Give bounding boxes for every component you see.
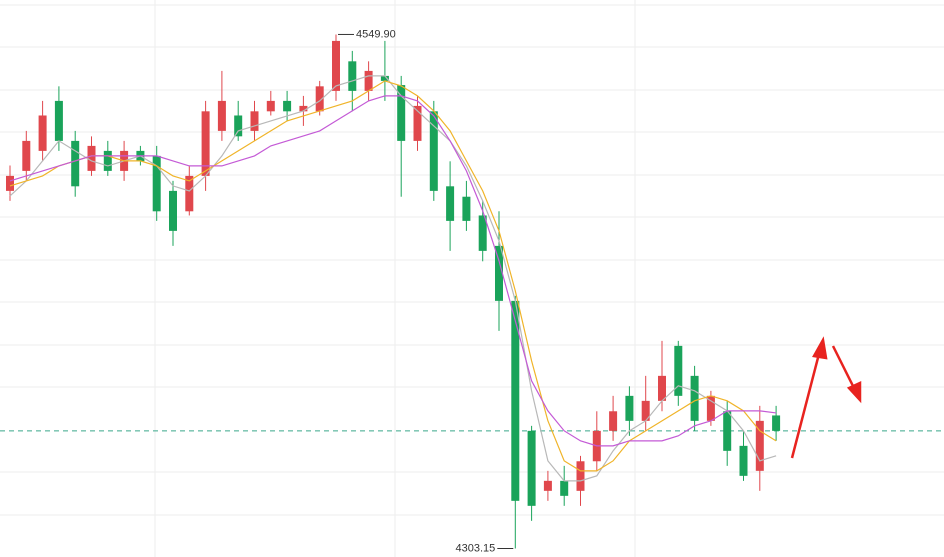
candle-body: [332, 40, 340, 91]
candle-body: [103, 150, 112, 171]
candle-body: [315, 86, 324, 112]
candle-body: [413, 105, 422, 141]
candle-body: [283, 100, 292, 112]
candle-body: [527, 430, 536, 506]
candle-body: [299, 105, 308, 112]
candle-body: [71, 140, 80, 187]
candle-body: [772, 415, 781, 431]
candle-body: [690, 375, 699, 421]
annotation-arrows: [790, 336, 862, 459]
candle-body: [22, 140, 31, 171]
candle-body: [560, 480, 569, 496]
candle-body: [54, 100, 63, 141]
candle-body: [217, 100, 226, 131]
candle-body: [706, 395, 715, 421]
candle-body: [38, 115, 47, 151]
candle-body: [641, 400, 650, 421]
candle-body: [723, 411, 732, 451]
low-label: 4303.15: [456, 542, 496, 554]
candle-body: [495, 245, 503, 301]
candle-body: [755, 420, 764, 471]
candle-body: [543, 480, 552, 491]
candle-body: [6, 175, 14, 191]
candle-body: [511, 300, 520, 501]
candle-body: [250, 111, 259, 131]
candle-body: [429, 111, 438, 191]
candle-body: [87, 145, 96, 171]
candle-body: [152, 155, 161, 212]
candle-body: [739, 445, 748, 476]
candle-body: [266, 100, 275, 112]
candle-body: [625, 395, 634, 421]
moving-average-line: [9, 95, 777, 447]
candle-body: [576, 461, 585, 491]
candle-body: [397, 85, 406, 141]
moving-average-line: [9, 80, 777, 472]
moving-average-line: [9, 75, 777, 482]
high-label: 4549.90: [356, 28, 396, 40]
candle-body: [609, 411, 618, 431]
candle-body: [674, 345, 683, 396]
candle-body: [658, 375, 666, 401]
candle-body: [234, 115, 243, 137]
candle-body: [364, 70, 373, 91]
candle-body: [169, 190, 177, 231]
candle-body: [380, 75, 389, 81]
candle-body: [201, 111, 210, 176]
candle-body: [185, 175, 194, 212]
candle-body: [348, 61, 357, 91]
candle-body: [462, 196, 471, 221]
candle-body: [446, 186, 455, 221]
candle-body: [478, 215, 487, 251]
